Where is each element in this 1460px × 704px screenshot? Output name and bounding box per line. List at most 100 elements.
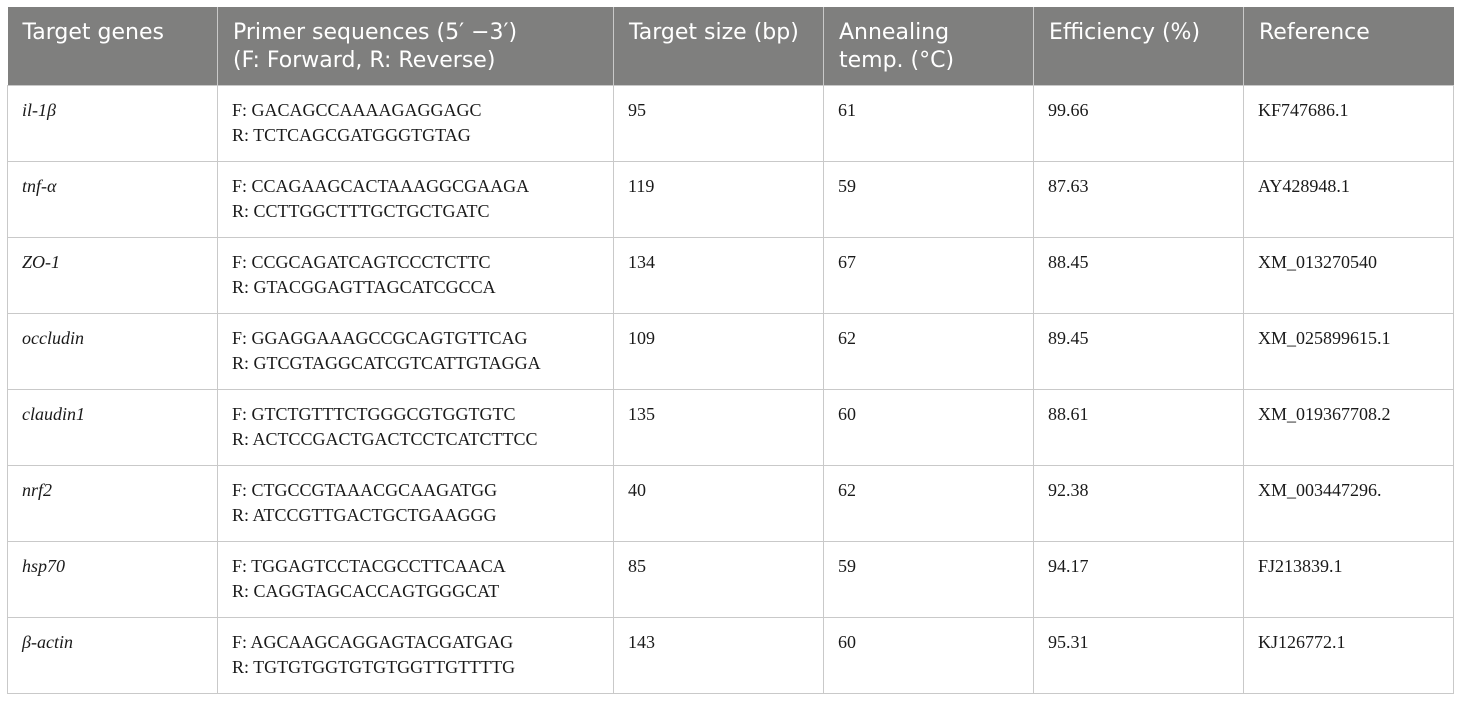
gene-name: β-actin xyxy=(22,632,73,652)
annealing-temp-value: 60 xyxy=(838,632,856,652)
annealing-temp-value: 59 xyxy=(838,556,856,576)
table-row: nrf2 F: CTGCCGTAAACGCAAGATGG R: ATCCGTTGAC… xyxy=(7,465,1454,542)
cell-target-size: 40 xyxy=(613,465,824,542)
annealing-temp-value: 62 xyxy=(838,328,856,348)
primer-table-container: Target genes Primer sequences (5′ −3′) (… xyxy=(7,7,1454,694)
cell-annealing-temp: 67 xyxy=(823,237,1034,314)
cell-reference: KF747686.1 xyxy=(1243,85,1454,162)
reverse-primer: R: GTCGTAGGCATCGTCATTGTAGGA xyxy=(232,353,541,373)
gene-name: ZO-1 xyxy=(22,252,61,272)
efficiency-value: 87.63 xyxy=(1048,176,1089,196)
table-row: β-actin F: AGCAAGCAGGAGTACGATGAG R: TGTGTG… xyxy=(7,617,1454,694)
header-line: Annealing xyxy=(839,20,950,45)
reverse-primer: R: ATCCGTTGACTGCTGAAGGG xyxy=(232,505,497,525)
forward-primer: F: AGCAAGCAGGAGTACGATGAG xyxy=(232,632,514,652)
cell-target-size: 109 xyxy=(613,313,824,390)
cell-annealing-temp: 60 xyxy=(823,389,1034,466)
target-size-value: 40 xyxy=(628,480,646,500)
table-body: il-1β F: GACAGCCAAAAGAGGAGC R: TCTCAGCGATG… xyxy=(7,85,1454,694)
cell-reference: FJ213839.1 xyxy=(1243,541,1454,618)
annealing-temp-value: 67 xyxy=(838,252,856,272)
cell-annealing-temp: 60 xyxy=(823,617,1034,694)
cell-reference: AY428948.1 xyxy=(1243,161,1454,238)
table-header: Target genes Primer sequences (5′ −3′) (… xyxy=(7,7,1454,86)
reverse-primer: R: TCTCAGCGATGGGTGTAG xyxy=(232,125,471,145)
efficiency-value: 92.38 xyxy=(1048,480,1089,500)
forward-primer: F: GACAGCCAAAAGAGGAGC xyxy=(232,100,482,120)
gene-name: hsp70 xyxy=(22,556,66,576)
cell-annealing-temp: 61 xyxy=(823,85,1034,162)
cell-efficiency: 88.61 xyxy=(1033,389,1244,466)
efficiency-value: 89.45 xyxy=(1048,328,1089,348)
target-size-value: 85 xyxy=(628,556,646,576)
reference-value: XM_019367708.2 xyxy=(1258,404,1391,424)
header-line: Reference xyxy=(1259,20,1370,45)
cell-efficiency: 94.17 xyxy=(1033,541,1244,618)
cell-annealing-temp: 62 xyxy=(823,313,1034,390)
forward-primer: F: CCAGAAGCACTAAAGGCGAAGA xyxy=(232,176,530,196)
header-line: Target size (bp) xyxy=(629,20,799,45)
cell-gene: nrf2 xyxy=(7,465,218,542)
efficiency-value: 95.31 xyxy=(1048,632,1089,652)
cell-target-size: 143 xyxy=(613,617,824,694)
reference-value: KJ126772.1 xyxy=(1258,632,1346,652)
target-size-value: 119 xyxy=(628,176,655,196)
target-size-value: 109 xyxy=(628,328,655,348)
annealing-temp-value: 61 xyxy=(838,100,856,120)
cell-primers: F: GGAGGAAAGCCGCAGTGTTCAG R: GTCGTAGGCATC… xyxy=(217,313,614,390)
reverse-primer: R: CAGGTAGCACCAGTGGGCAT xyxy=(232,581,500,601)
table-row: ZO-1 F: CCGCAGATCAGTCCCTCTTC R: GTACGGAGTT… xyxy=(7,237,1454,314)
cell-efficiency: 89.45 xyxy=(1033,313,1244,390)
cell-annealing-temp: 59 xyxy=(823,541,1034,618)
cell-primers: F: TGGAGTCCTACGCCTTCAACA R: CAGGTAGCACCAG… xyxy=(217,541,614,618)
cell-primers: F: GACAGCCAAAAGAGGAGC R: TCTCAGCGATGGGTGT… xyxy=(217,85,614,162)
header-line: Primer sequences (5′ −3′) xyxy=(233,20,518,45)
cell-efficiency: 99.66 xyxy=(1033,85,1244,162)
cell-reference: XM_013270540 xyxy=(1243,237,1454,314)
forward-primer: F: GGAGGAAAGCCGCAGTGTTCAG xyxy=(232,328,528,348)
cell-target-size: 85 xyxy=(613,541,824,618)
forward-primer: F: TGGAGTCCTACGCCTTCAACA xyxy=(232,556,506,576)
cell-efficiency: 87.63 xyxy=(1033,161,1244,238)
efficiency-value: 99.66 xyxy=(1048,100,1089,120)
header-target-genes: Target genes xyxy=(7,7,218,86)
header-target-size: Target size (bp) xyxy=(613,7,824,86)
cell-efficiency: 88.45 xyxy=(1033,237,1244,314)
cell-annealing-temp: 62 xyxy=(823,465,1034,542)
cell-gene: ZO-1 xyxy=(7,237,218,314)
cell-reference: KJ126772.1 xyxy=(1243,617,1454,694)
reference-value: AY428948.1 xyxy=(1258,176,1350,196)
cell-target-size: 95 xyxy=(613,85,824,162)
header-line: (F: Forward, R: Reverse) xyxy=(233,48,496,73)
header-primer-sequences: Primer sequences (5′ −3′) (F: Forward, R… xyxy=(217,7,614,86)
cell-primers: F: AGCAAGCAGGAGTACGATGAG R: TGTGTGGTGTGTG… xyxy=(217,617,614,694)
cell-annealing-temp: 59 xyxy=(823,161,1034,238)
target-size-value: 134 xyxy=(628,252,655,272)
target-size-value: 135 xyxy=(628,404,655,424)
reference-value: KF747686.1 xyxy=(1258,100,1349,120)
primer-table: Target genes Primer sequences (5′ −3′) (… xyxy=(7,7,1454,694)
header-row: Target genes Primer sequences (5′ −3′) (… xyxy=(7,7,1454,86)
cell-gene: occludin xyxy=(7,313,218,390)
annealing-temp-value: 60 xyxy=(838,404,856,424)
forward-primer: F: CTGCCGTAAACGCAAGATGG xyxy=(232,480,498,500)
table-row: occludin F: GGAGGAAAGCCGCAGTGTTCAG R: GTCG… xyxy=(7,313,1454,390)
cell-reference: XM_019367708.2 xyxy=(1243,389,1454,466)
header-reference: Reference xyxy=(1243,7,1454,86)
forward-primer: F: CCGCAGATCAGTCCCTCTTC xyxy=(232,252,491,272)
cell-gene: tnf-α xyxy=(7,161,218,238)
efficiency-value: 88.45 xyxy=(1048,252,1089,272)
gene-name: occludin xyxy=(22,328,84,348)
reference-value: XM_003447296. xyxy=(1258,480,1382,500)
cell-gene: β-actin xyxy=(7,617,218,694)
reference-value: XM_025899615.1 xyxy=(1258,328,1391,348)
gene-name: tnf-α xyxy=(22,176,57,196)
cell-target-size: 135 xyxy=(613,389,824,466)
cell-target-size: 134 xyxy=(613,237,824,314)
table-row: hsp70 F: TGGAGTCCTACGCCTTCAACA R: CAGGTAGC… xyxy=(7,541,1454,618)
header-efficiency: Efficiency (%) xyxy=(1033,7,1244,86)
efficiency-value: 94.17 xyxy=(1048,556,1089,576)
reverse-primer: R: TGTGTGGTGTGTGGTTGTTTTG xyxy=(232,657,516,677)
cell-primers: F: CCGCAGATCAGTCCCTCTTC R: GTACGGAGTTAGCA… xyxy=(217,237,614,314)
reverse-primer: R: CCTTGGCTTTGCTGCTGATC xyxy=(232,201,490,221)
